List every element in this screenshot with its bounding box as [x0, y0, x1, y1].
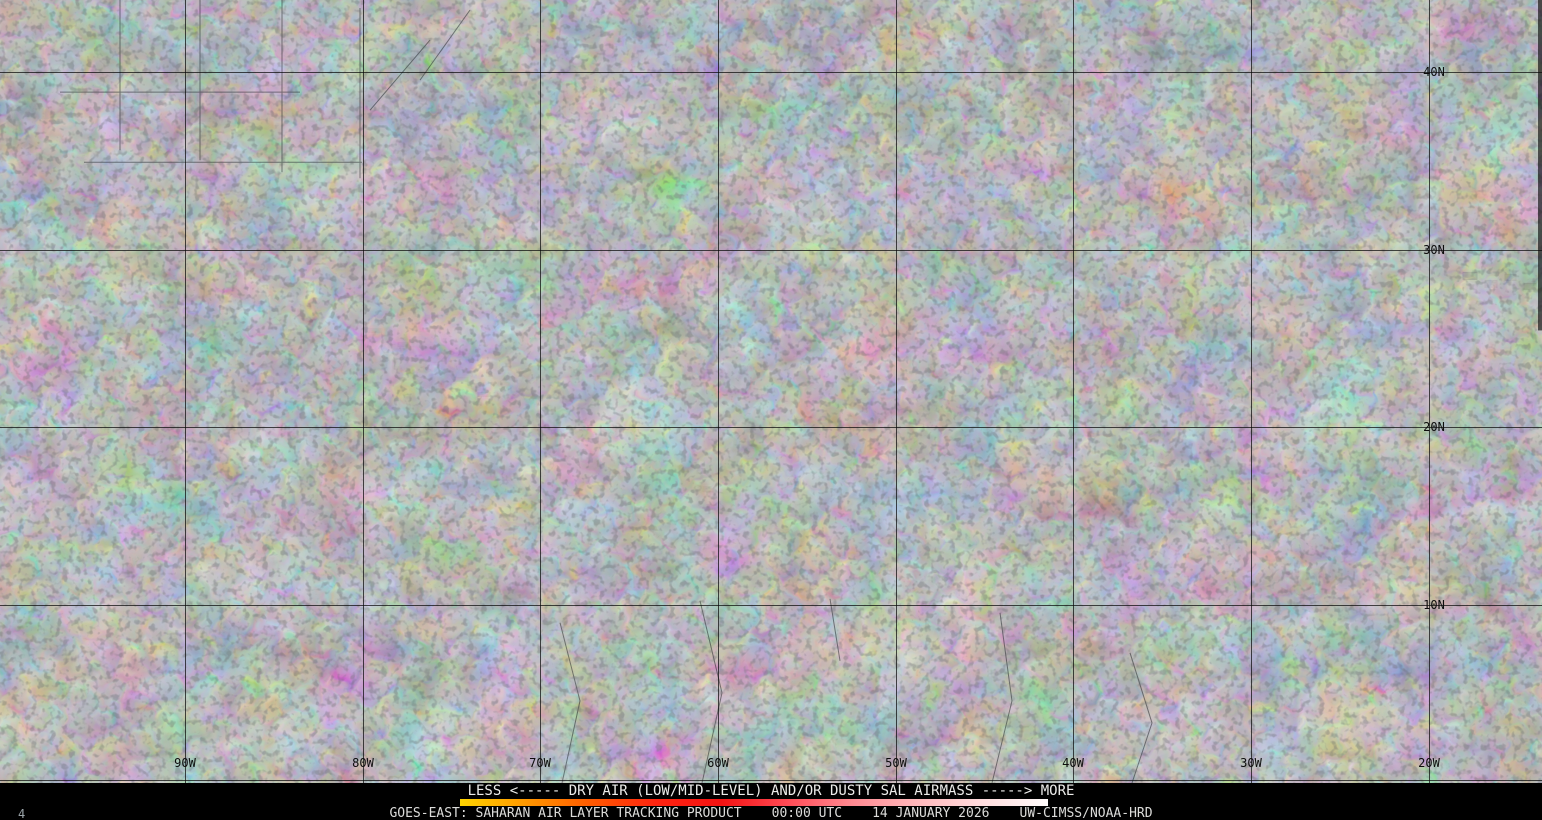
edge-strip: [1538, 0, 1542, 331]
satellite-map: 90W 80W 70W 60W 50W 40W 30W 20W 40N 30N 20N 10N: [0, 0, 1542, 783]
caption-date: 14 JANUARY 2026: [872, 806, 990, 820]
frame-number: 4: [18, 807, 26, 820]
satellite-scene: [0, 0, 1542, 783]
caption: GOES-EAST: SAHARAN AIR LAYER TRACKING PR…: [0, 807, 1542, 820]
caption-time: 00:00 UTC: [771, 806, 843, 820]
sal-color-scale: [460, 799, 1048, 806]
caption-product: GOES-EAST: SAHARAN AIR LAYER TRACKING PR…: [389, 806, 742, 820]
legend-bar: LESS <----- DRY AIR (LOW/MID-LEVEL) AND/…: [0, 783, 1542, 820]
texture-specks: [0, 0, 1542, 783]
legend-text: LESS <----- DRY AIR (LOW/MID-LEVEL) AND/…: [467, 783, 1075, 799]
caption-credit: UW-CIMSS/NOAA-HRD: [1019, 806, 1153, 820]
